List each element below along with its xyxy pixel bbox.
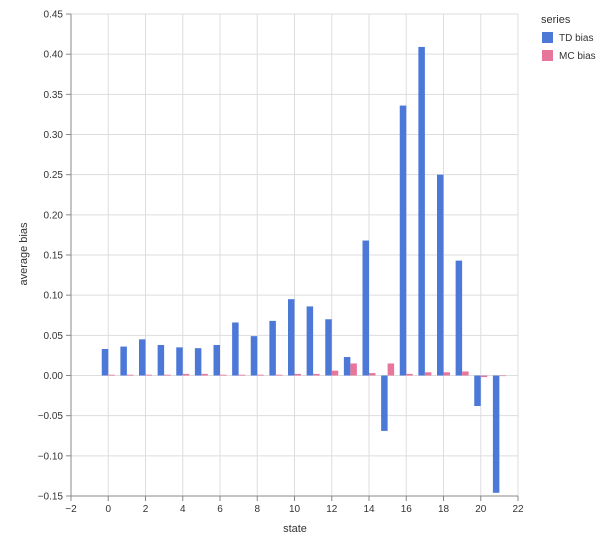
td-bias-bar-11	[306, 306, 314, 376]
td-bias-bar-1	[120, 346, 127, 376]
td-bias-bar-6	[213, 344, 220, 376]
y-tick-label: −0.05	[38, 411, 64, 422]
grid	[70, 13, 519, 497]
mc-bias-bar-6	[220, 374, 227, 376]
mc-bias-bar-20	[480, 375, 488, 378]
x-tick-label: −2	[65, 504, 77, 515]
mc-bias-bar-2	[145, 374, 152, 376]
mc-bias-bar-12	[331, 370, 339, 376]
td-bias-bar-19	[455, 260, 463, 376]
x-tick-label: 8	[254, 504, 260, 515]
x-tick-label: 4	[180, 504, 186, 515]
mc-bias-bar-8	[257, 374, 264, 376]
y-tick-label: 0.45	[44, 10, 64, 21]
x-tick-label: 2	[143, 504, 149, 515]
td-bias-bar-12	[325, 319, 332, 376]
mc-bias-bar-15	[387, 363, 395, 376]
x-tick-label: 16	[401, 504, 413, 515]
mc-bias-bar-5	[201, 373, 208, 376]
x-tick-label: 14	[363, 504, 375, 515]
x-tick-label: 20	[475, 504, 487, 515]
bars	[101, 46, 506, 493]
td-bias-bar-18	[437, 174, 444, 376]
mc-bias-bar-17	[424, 372, 432, 376]
y-tick-label: 0.25	[44, 170, 64, 181]
td-bias-bar-16	[399, 105, 407, 376]
y-axis-ticks: 0.45 0.40 0.35 0.30 0.25 0.20 0.15 0.10 0.05 0.00…	[38, 10, 71, 503]
td-bias-bar-3	[157, 344, 165, 376]
td-bias-bar-15	[381, 375, 388, 431]
td-bias-bar-21	[492, 375, 500, 493]
y-tick-label: 0.00	[44, 371, 64, 382]
td-bias-bar-20	[474, 375, 481, 407]
mc-bias-bar-21	[499, 375, 506, 377]
mc-bias-bar-16	[406, 373, 413, 376]
mc-bias-bar-13	[350, 363, 357, 376]
x-tick-label: 6	[217, 504, 223, 515]
mc-bias-bar-14	[369, 373, 376, 376]
td-bias-bar-7	[232, 322, 239, 376]
td-bias-bar-2	[139, 339, 146, 376]
mc-bias-bar-0	[108, 374, 115, 376]
mc-bias-bar-10	[294, 373, 301, 376]
x-tick-label: 10	[289, 504, 301, 515]
td-bias-bar-17	[418, 46, 425, 376]
td-bias-bar-5	[194, 348, 202, 376]
td-bias-bar-8	[250, 336, 258, 376]
legend: series TD bias MC bias	[541, 14, 596, 62]
y-tick-label: 0.40	[44, 50, 64, 61]
td-bias-bar-4	[176, 347, 183, 376]
legend-label-mc-bias: MC bias	[559, 51, 596, 62]
mc-bias-bar-19	[462, 371, 469, 376]
legend-swatch-td-bias	[542, 32, 553, 43]
y-tick-label: 0.10	[44, 291, 64, 302]
td-bias-bar-13	[343, 357, 351, 376]
td-bias-bar-14	[362, 240, 369, 376]
legend-title: series	[541, 14, 571, 26]
mc-bias-bar-18	[443, 372, 450, 376]
x-axis-title: state	[283, 523, 307, 535]
x-tick-label: 22	[512, 504, 524, 515]
y-tick-label: 0.05	[44, 331, 64, 342]
mc-bias-bar-3	[164, 374, 171, 376]
y-tick-label: 0.15	[44, 251, 64, 262]
y-tick-label: 0.35	[44, 90, 64, 101]
y-tick-label: −0.15	[38, 492, 64, 503]
y-tick-label: 0.30	[44, 130, 64, 141]
x-tick-label: 12	[326, 504, 338, 515]
mc-bias-bar-11	[313, 373, 320, 376]
y-axis-title: average bias	[18, 222, 30, 285]
td-bias-bar-10	[288, 299, 295, 376]
legend-swatch-mc-bias	[542, 50, 553, 61]
x-tick-label: 18	[438, 504, 450, 515]
y-tick-label: −0.10	[38, 451, 64, 462]
mc-bias-bar-9	[275, 374, 283, 376]
x-tick-label: 0	[105, 504, 111, 515]
y-tick-label: 0.20	[44, 210, 64, 221]
mc-bias-bar-1	[126, 374, 134, 376]
mc-bias-bar-4	[182, 373, 190, 376]
td-bias-bar-0	[101, 348, 109, 376]
legend-label-td-bias: TD bias	[559, 33, 593, 44]
mc-bias-bar-7	[238, 374, 246, 376]
td-bias-bar-9	[269, 320, 276, 376]
x-axis-ticks: −2 0 2 4 6 8 10 12 14 16 18 20 22	[65, 496, 524, 515]
